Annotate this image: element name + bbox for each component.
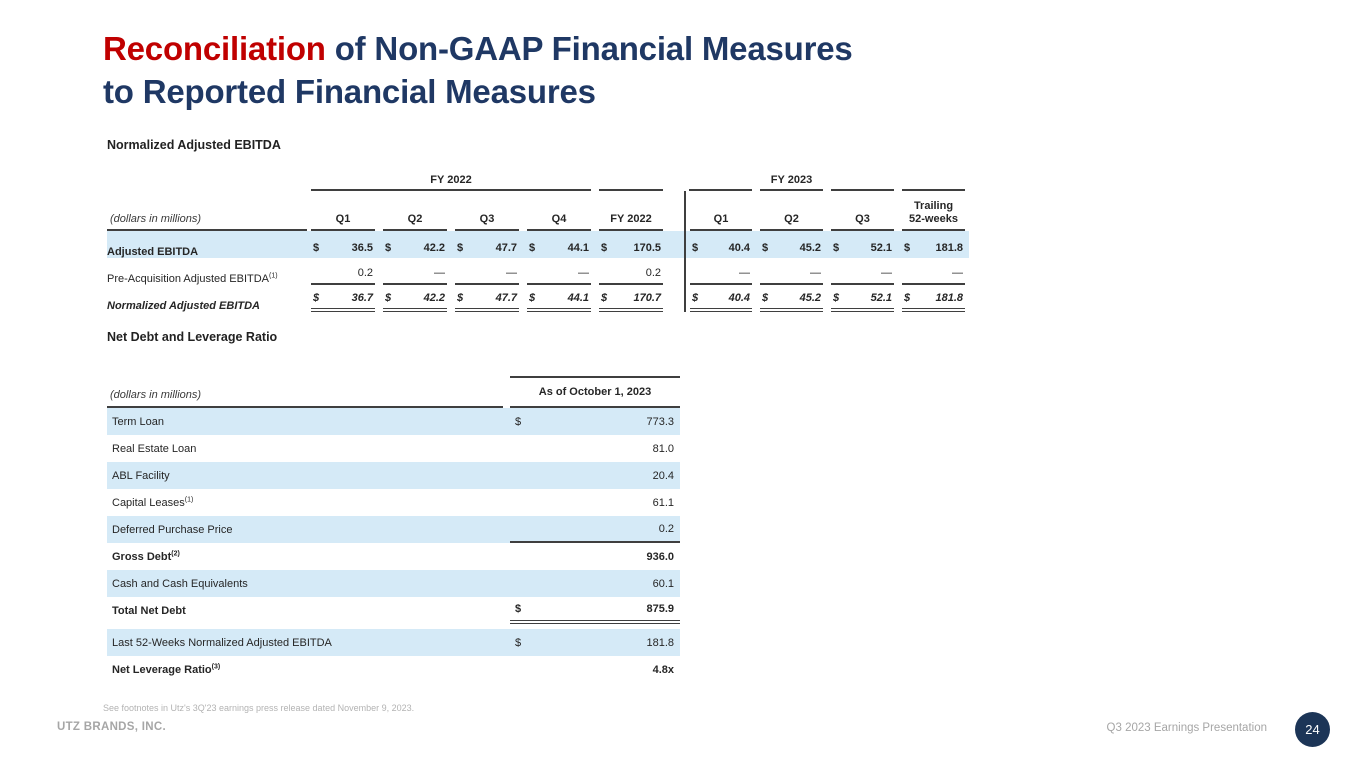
table-cell: 0.2	[599, 262, 663, 285]
row-label: Last 52-Weeks Normalized Adjusted EBITDA	[112, 636, 332, 649]
normalized-ebitda-table: FY 2022 FY 2023 (dollars in millions) Q1 Q2 Q…	[107, 164, 969, 312]
row-label: Normalized Adjusted EBITDA	[107, 300, 260, 312]
row-label: Cash and Cash Equivalents	[112, 577, 248, 590]
group-header-row: FY 2022 FY 2023	[107, 164, 969, 191]
table-cell: $45.2	[760, 289, 823, 312]
table-cell: $36.5	[313, 242, 373, 254]
table-cell: 60.1	[652, 577, 674, 590]
table-row: Capital Leases(1) 61.1	[107, 489, 680, 516]
table-row: Pre-Acquisition Adjusted EBITDA(1) 0.2 — — —…	[107, 258, 969, 285]
row-label: Gross Debt(2)	[112, 549, 180, 563]
table-cell: $40.4	[690, 289, 752, 312]
table-row: Total Net Debt $875.9	[107, 597, 680, 624]
table-cell: —	[902, 262, 965, 285]
table-cell: —	[455, 262, 519, 285]
row-label: Deferred Purchase Price	[112, 523, 233, 536]
column-header: Q2	[760, 213, 823, 231]
column-header: As of October 1, 2023	[510, 376, 680, 408]
footer-presentation-label: Q3 2023 Earnings Presentation	[1106, 722, 1267, 734]
table-cell: —	[760, 262, 823, 285]
table-cell: $47.7	[455, 289, 519, 312]
table-cell: $52.1	[831, 289, 894, 312]
table-cell: $170.7	[599, 289, 663, 312]
title-line1-rest: of Non-GAAP Financial Measures	[325, 30, 853, 67]
column-header: FY 2022	[599, 213, 663, 231]
table-cell: $36.7	[311, 289, 375, 312]
row-label: ABL Facility	[112, 469, 170, 482]
title-line2: to Reported Financial Measures	[103, 72, 596, 110]
row-label: Real Estate Loan	[112, 442, 197, 455]
page-number-badge: 24	[1295, 712, 1330, 747]
net-debt-header-row: (dollars in millions) As of October 1, 20…	[107, 376, 680, 408]
group-fy2022: FY 2022	[311, 174, 591, 191]
table-row: Real Estate Loan 81.0	[107, 435, 680, 462]
row-label: Total Net Debt	[112, 604, 186, 617]
ebitda-table-grid: FY 2022 FY 2023 (dollars in millions) Q1 Q2 Q…	[107, 164, 969, 312]
row-label: Capital Leases(1)	[112, 495, 194, 509]
footer-company: UTZ BRANDS, INC.	[57, 721, 166, 733]
table-row: Deferred Purchase Price 0.2	[107, 516, 680, 543]
row-label: Net Leverage Ratio(3)	[112, 662, 221, 676]
column-header: Q1	[690, 213, 752, 231]
column-header-row: (dollars in millions) Q1 Q2 Q3 Q4 FY 2022 Q1 Q2…	[107, 191, 969, 231]
column-header: Q1	[311, 213, 375, 231]
column-header: Q3	[455, 213, 519, 231]
column-header: Q4	[527, 213, 591, 231]
table-cell: $47.7	[457, 242, 517, 254]
table-cell: 0.2	[311, 262, 375, 285]
table-cell: —	[690, 262, 752, 285]
column-header: Trailing 52-weeks	[902, 200, 965, 231]
group-fy2023: FY 2023	[760, 174, 823, 191]
table-cell: $773.3	[515, 415, 674, 428]
table-cell: 936.0	[646, 550, 674, 563]
footnote: See footnotes in Utz's 3Q'23 earnings pr…	[103, 703, 415, 713]
table-cell: —	[383, 262, 447, 285]
table-cell: $181.8	[515, 636, 674, 649]
table-row: Net Leverage Ratio(3) 4.8x	[107, 656, 680, 683]
table-cell: 20.4	[652, 469, 674, 482]
table-row: Normalized Adjusted EBITDA $36.7 $42.2 $47.…	[107, 285, 969, 312]
table-cell: $181.8	[902, 289, 965, 312]
units-note: (dollars in millions)	[107, 389, 503, 408]
table-cell: $170.5	[601, 242, 661, 254]
ebitda-table-heading: Normalized Adjusted EBITDA	[107, 138, 281, 152]
page-title: Reconciliation of Non-GAAP Financial Mea…	[103, 28, 853, 114]
table-cell: $52.1	[833, 242, 892, 254]
title-highlight: Reconciliation	[103, 30, 326, 67]
table-row: Gross Debt(2) 936.0	[107, 543, 680, 570]
table-row: ABL Facility 20.4	[107, 462, 680, 489]
row-label: Pre-Acquisition Adjusted EBITDA(1)	[107, 272, 278, 285]
table-row: Adjusted EBITDA $36.5 $42.2 $47.7 $44.1 $170.…	[107, 231, 969, 258]
table-row: Term Loan $773.3	[107, 408, 680, 435]
table-row: Last 52-Weeks Normalized Adjusted EBITDA…	[107, 629, 680, 656]
column-header: Q3	[831, 213, 894, 231]
net-debt-table-heading: Net Debt and Leverage Ratio	[107, 330, 278, 344]
table-cell: 81.0	[652, 442, 674, 455]
table-cell: 61.1	[652, 496, 674, 509]
table-cell: 4.8x	[652, 663, 674, 676]
table-cell: 0.2	[510, 516, 680, 543]
net-debt-table: (dollars in millions) As of October 1, 20…	[107, 376, 680, 683]
column-header: Q2	[383, 213, 447, 231]
table-cell: $181.8	[904, 242, 963, 254]
table-cell: $44.1	[529, 242, 589, 254]
table-cell: $40.4	[692, 242, 750, 254]
table-cell: $875.9	[510, 597, 680, 624]
table-cell: $44.1	[527, 289, 591, 312]
table-row: Cash and Cash Equivalents 60.1	[107, 570, 680, 597]
table-cell: $42.2	[383, 289, 447, 312]
table-cell: $42.2	[385, 242, 445, 254]
table-cell: —	[831, 262, 894, 285]
table-cell: —	[527, 262, 591, 285]
units-note: (dollars in millions)	[107, 213, 307, 231]
row-label: Adjusted EBITDA	[107, 246, 199, 258]
row-label: Term Loan	[112, 415, 164, 428]
table-cell: $45.2	[762, 242, 821, 254]
